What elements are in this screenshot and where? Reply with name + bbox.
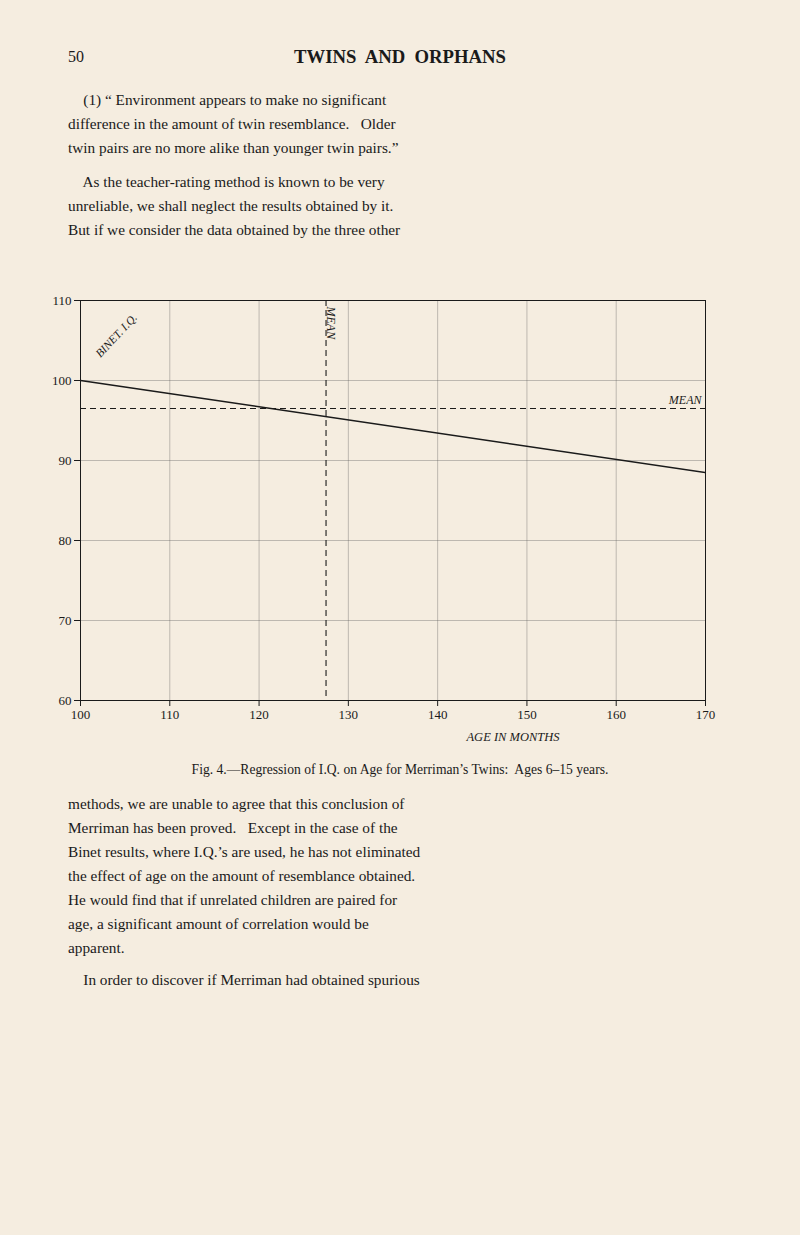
html-text:TWINS AND ORPHANS: TWINS AND ORPHANS (294, 46, 506, 67)
svg-text:MEAN: MEAN (324, 306, 338, 341)
html-text:Fig. 4.—Regression of I.Q. on: Fig. 4.—Regression of I.Q. on Age for Me… (191, 762, 609, 777)
html-text:As the teacher-rating method i: As the teacher-rating method is known to… (68, 173, 385, 190)
svg-text:110: 110 (52, 293, 71, 308)
svg-text:100: 100 (52, 373, 72, 388)
svg-text:60: 60 (59, 693, 72, 708)
html-text:the effect of age on the amoun: the effect of age on the amount of resem… (68, 867, 416, 884)
html-text:(1) “ Environment appears to m: (1) “ Environment appears to make no sig… (68, 91, 387, 108)
html-text:In order to discover if Merrim: In order to discover if Merriman had obt… (68, 971, 420, 988)
svg-text:130: 130 (339, 707, 359, 722)
svg-text:AGE IN MONTHS: AGE IN MONTHS (465, 730, 560, 744)
html-text:difference in the amount of tw: difference in the amount of twin resembl… (68, 115, 396, 132)
html-text:Merriman has been proved. Exce: Merriman has been proved. Except in the … (68, 819, 398, 836)
html-text:He would find that if unrelate: He would find that if unrelated children… (68, 891, 398, 908)
svg-text:110: 110 (160, 707, 179, 722)
html-text:Binet results, where I.Q.’s ar: Binet results, where I.Q.’s are used, he… (68, 843, 421, 860)
html-text:twin pairs are no more alike t: twin pairs are no more alike than younge… (68, 139, 399, 156)
svg-text:90: 90 (59, 453, 72, 468)
svg-text:160: 160 (606, 707, 626, 722)
svg-text:170: 170 (696, 707, 716, 722)
svg-text:140: 140 (428, 707, 448, 722)
svg-text:MEAN: MEAN (668, 393, 703, 407)
html-text:50: 50 (68, 48, 84, 65)
svg-text:70: 70 (59, 613, 72, 628)
svg-text:100: 100 (71, 707, 91, 722)
svg-text:BINET. I.Q.: BINET. I.Q. (93, 311, 139, 359)
svg-text:80: 80 (59, 533, 72, 548)
svg-text:120: 120 (249, 707, 269, 722)
html-text:But if we consider the data ob: But if we consider the data obtained by … (68, 221, 401, 238)
html-text:age, a significant amount of c: age, a significant amount of correlation… (68, 915, 369, 932)
html-text:apparent.: apparent. (68, 939, 125, 956)
svg-text:150: 150 (517, 707, 537, 722)
html-text:methods, we are unable to agre: methods, we are unable to agree that thi… (68, 795, 405, 812)
html-text:unreliable, we shall neglect t: unreliable, we shall neglect the results… (68, 197, 394, 214)
